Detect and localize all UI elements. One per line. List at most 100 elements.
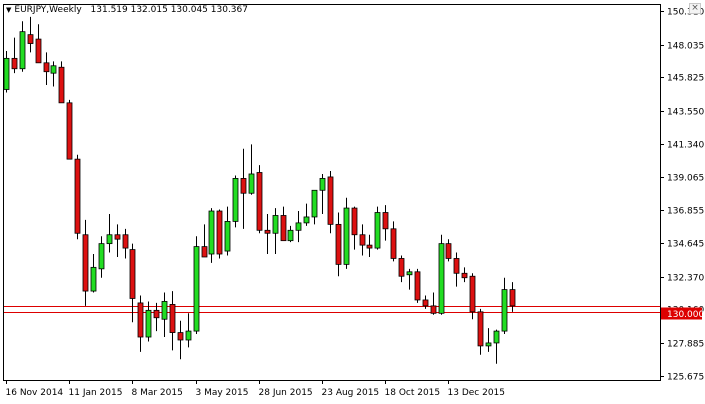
- candle[interactable]: [129, 243, 136, 323]
- candle[interactable]: [295, 211, 302, 243]
- candle-body-bull: [343, 207, 350, 265]
- candle[interactable]: [240, 148, 247, 229]
- candle[interactable]: [445, 239, 452, 262]
- candle[interactable]: [27, 16, 34, 53]
- candle-body-bear: [27, 34, 34, 44]
- candle-body-bull: [438, 243, 445, 314]
- candle-body-bull: [98, 243, 105, 270]
- candle[interactable]: [287, 225, 294, 243]
- candle-body-bear: [114, 234, 121, 240]
- candle[interactable]: [122, 228, 129, 259]
- candle[interactable]: [35, 24, 42, 64]
- candle[interactable]: [414, 268, 421, 303]
- time-tick-label: 23 Aug 2015: [322, 388, 380, 398]
- candle[interactable]: [343, 197, 350, 269]
- candle[interactable]: [461, 267, 468, 283]
- candle-body-bear: [335, 223, 342, 265]
- candle[interactable]: [248, 144, 255, 195]
- price-tick-label: 125.675: [667, 373, 704, 383]
- candle[interactable]: [193, 236, 200, 335]
- close-icon[interactable]: ×: [689, 3, 701, 14]
- candle[interactable]: [430, 292, 437, 315]
- candle-body-bull: [185, 330, 192, 341]
- candle[interactable]: [303, 203, 310, 226]
- ohlc-label: 131.519 132.015 130.045 130.367: [90, 5, 248, 15]
- candle[interactable]: [50, 61, 57, 87]
- candle-body-bear: [216, 210, 223, 255]
- candle[interactable]: [153, 302, 160, 332]
- candle[interactable]: [161, 292, 168, 338]
- candle-body-bear: [43, 62, 50, 73]
- candle[interactable]: [216, 209, 223, 259]
- candle[interactable]: [351, 206, 358, 250]
- candle-body-bear: [469, 275, 476, 313]
- candle[interactable]: [438, 234, 445, 315]
- candle[interactable]: [501, 277, 508, 335]
- candle-body-bear: [11, 57, 18, 70]
- candle-body-bear: [390, 228, 397, 259]
- candle[interactable]: [256, 165, 263, 234]
- candle[interactable]: [74, 154, 81, 240]
- candle[interactable]: [382, 205, 389, 241]
- candle-body-bull: [3, 57, 10, 90]
- symbol-label: EURJPY,Weekly: [6, 5, 82, 15]
- candles[interactable]: [3, 16, 516, 364]
- candle[interactable]: [406, 268, 413, 290]
- candle[interactable]: [374, 206, 381, 250]
- candle[interactable]: [43, 52, 50, 86]
- candle-body-bear: [256, 172, 263, 231]
- candle[interactable]: [469, 273, 476, 320]
- candle[interactable]: [58, 61, 65, 104]
- candle-body-bear: [422, 299, 429, 307]
- candle[interactable]: [319, 173, 326, 214]
- candle[interactable]: [145, 301, 152, 342]
- candle[interactable]: [311, 189, 318, 225]
- candle[interactable]: [137, 295, 144, 352]
- candle-body-bear: [509, 289, 516, 307]
- candle[interactable]: [114, 224, 121, 257]
- candle[interactable]: [11, 37, 18, 74]
- candle[interactable]: [493, 329, 500, 364]
- candle-body-bear: [177, 332, 184, 341]
- candle[interactable]: [3, 50, 10, 93]
- candle[interactable]: [232, 175, 239, 228]
- candle[interactable]: [272, 208, 279, 255]
- candle[interactable]: [66, 99, 73, 160]
- price-tick-label: 134.645: [667, 240, 704, 250]
- candle[interactable]: [98, 236, 105, 278]
- candle-body-bear: [66, 102, 73, 160]
- candle[interactable]: [208, 208, 215, 263]
- candle[interactable]: [477, 308, 484, 355]
- candle[interactable]: [335, 212, 342, 277]
- candle[interactable]: [82, 219, 89, 306]
- candle-body-bull: [406, 271, 413, 276]
- candle[interactable]: [19, 21, 26, 72]
- candle[interactable]: [169, 291, 176, 351]
- candle[interactable]: [280, 206, 287, 242]
- candle[interactable]: [106, 213, 113, 253]
- current-price-label: 130.000: [667, 310, 704, 320]
- candle[interactable]: [264, 213, 271, 255]
- candle[interactable]: [422, 295, 429, 309]
- candle[interactable]: [485, 328, 492, 352]
- candle-body-bull: [295, 222, 302, 231]
- candle[interactable]: [453, 252, 460, 287]
- price-tick-label: 127.885: [667, 340, 704, 350]
- candle[interactable]: [90, 254, 97, 293]
- candle-body-bull: [272, 215, 279, 234]
- candle-body-bear: [430, 305, 437, 314]
- candle[interactable]: [201, 224, 208, 258]
- candle[interactable]: [509, 282, 516, 312]
- candle[interactable]: [366, 234, 373, 257]
- candle[interactable]: [359, 224, 366, 256]
- time-axis: 16 Nov 2014 11 Jan 2015 8 Mar 2015 3 May 20…: [6, 380, 505, 398]
- candle[interactable]: [224, 206, 231, 256]
- candle[interactable]: [398, 255, 405, 283]
- candle[interactable]: [390, 221, 397, 262]
- candle[interactable]: [185, 313, 192, 348]
- candle[interactable]: [327, 171, 334, 234]
- candle[interactable]: [177, 320, 184, 360]
- candle-body-bull: [493, 330, 500, 344]
